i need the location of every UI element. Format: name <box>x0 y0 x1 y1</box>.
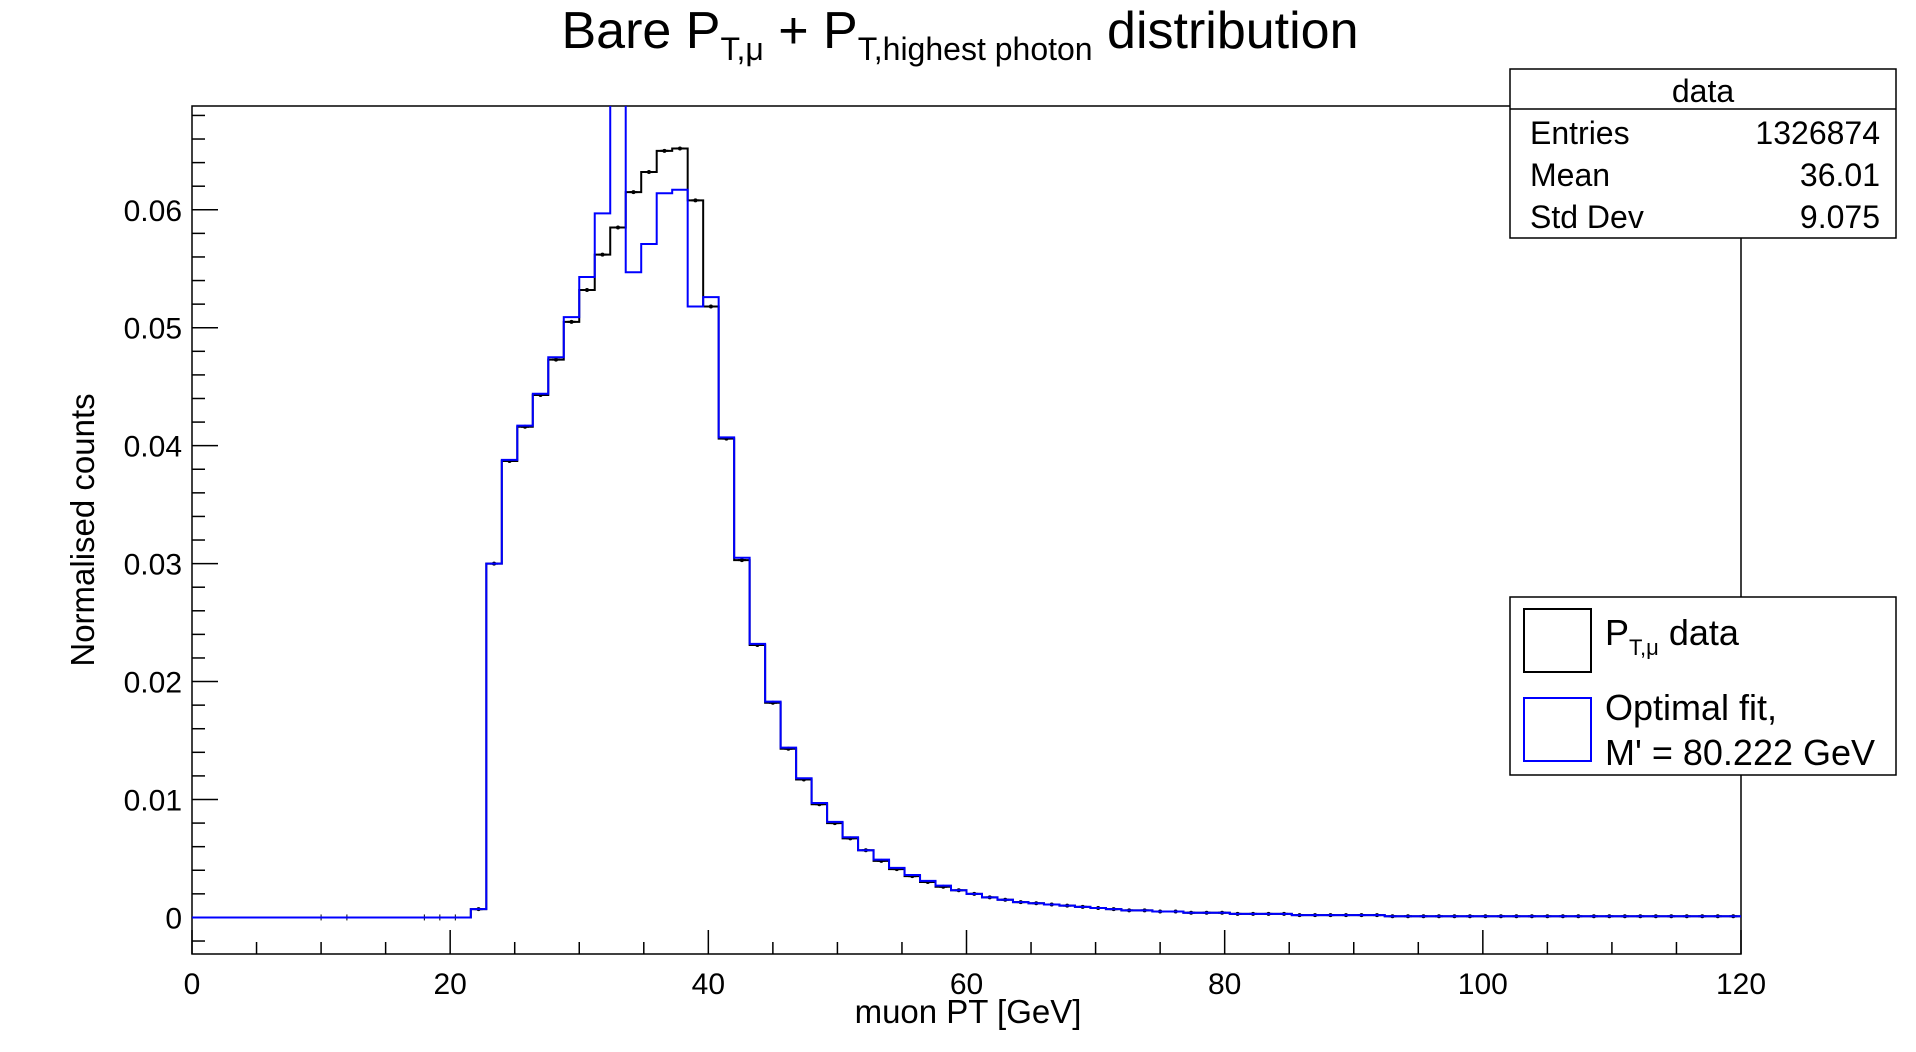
title-part-1: Bare P <box>561 2 720 60</box>
title-part-2: + P <box>764 2 858 60</box>
stats-box-title: data <box>1672 73 1734 109</box>
legend-data-main: P <box>1605 612 1629 653</box>
y-tick-label: 0.01 <box>124 784 182 817</box>
stats-stddev-value: 9.075 <box>1800 199 1880 235</box>
x-tick-label: 40 <box>692 968 725 1001</box>
x-tick-label: 0 <box>184 968 201 1001</box>
data-point-marker <box>584 287 589 292</box>
title-part-3: distribution <box>1093 2 1359 60</box>
stats-mean-label: Mean <box>1530 157 1610 193</box>
data-point-marker <box>600 252 605 257</box>
y-axis-label: Normalised counts <box>64 393 101 666</box>
stats-box: data Entries 1326874 Mean 36.01 Std Dev … <box>1509 68 1897 239</box>
legend-label-fit-line1: Optimal fit, <box>1605 687 1777 728</box>
y-tick-label: 0 <box>165 902 182 935</box>
title-sub-2: T,highest photon <box>858 31 1093 67</box>
y-tick-label: 0.05 <box>124 313 182 346</box>
x-axis-label: muon PT [GeV] <box>855 993 1082 1030</box>
data-point-marker <box>569 319 574 324</box>
data-point-marker <box>677 146 682 151</box>
data-point-marker <box>631 190 636 195</box>
legend-label-fit-line2: M' = 80.222 GeV <box>1605 732 1875 773</box>
x-tick-label: 20 <box>433 968 466 1001</box>
stats-entries-value: 1326874 <box>1755 115 1880 151</box>
data-point-marker <box>739 558 744 563</box>
axes: 0 20 40 60 80 100 120 0 0.01 0.02 0.03 0.04 0.05 0.06 <box>124 114 1766 1001</box>
data-point-marker <box>708 304 713 309</box>
data-point-marker <box>615 225 620 230</box>
data-point-marker <box>693 198 698 203</box>
stats-mean-value: 36.01 <box>1800 157 1880 193</box>
series-data-line <box>192 147 1741 919</box>
data-point-marker <box>554 357 559 362</box>
stats-box-frame <box>1509 68 1897 239</box>
legend-data-sub: T,μ <box>1629 635 1659 660</box>
series-layer <box>192 106 1741 921</box>
data-point-marker <box>662 148 667 153</box>
plot-frame <box>191 105 1742 955</box>
legend-label-data: PT,μ data <box>1605 612 1740 660</box>
x-tick-label: 100 <box>1458 968 1508 1001</box>
series-fit <box>192 106 1741 919</box>
stats-entries-label: Entries <box>1530 115 1630 151</box>
y-tick-label: 0.02 <box>124 667 182 700</box>
stats-stddev-label: Std Dev <box>1530 199 1644 235</box>
chart-title: Bare PT,μ + PT,highest photon distributi… <box>561 2 1358 67</box>
legend-data-after: data <box>1659 612 1740 653</box>
legend-swatch-data <box>1523 608 1592 673</box>
y-tick-label: 0.04 <box>124 431 182 464</box>
x-tick-label: 80 <box>1208 968 1241 1001</box>
data-point-marker <box>646 170 651 175</box>
series-data <box>192 146 1741 921</box>
title-sub-1: T,μ <box>720 31 763 67</box>
legend: PT,μ data Optimal fit, M' = 80.222 GeV <box>1509 596 1897 776</box>
x-tick-label: 60 <box>950 968 983 1001</box>
y-tick-label: 0.06 <box>124 195 182 228</box>
x-tick-label: 120 <box>1716 968 1766 1001</box>
y-tick-label: 0.03 <box>124 549 182 582</box>
series-fit-line <box>192 106 1741 919</box>
legend-swatch-fit <box>1523 697 1592 762</box>
